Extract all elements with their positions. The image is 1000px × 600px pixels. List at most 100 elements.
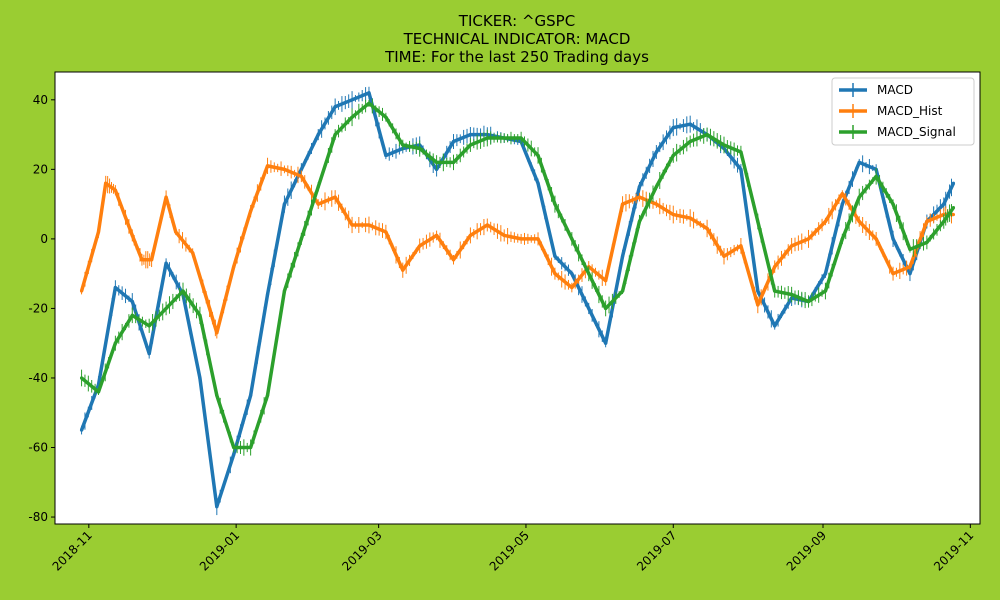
chart-title-time: TIME: For the last 250 Trading days [384,48,649,66]
data-point [951,181,956,185]
chart-title-indicator: TECHNICAL INDICATOR: MACD [403,30,631,48]
data-point [113,188,117,192]
data-point [265,393,270,397]
data-point [232,452,236,457]
data-point [249,209,253,213]
data-point [620,289,625,293]
data-point [265,292,270,297]
data-point [688,139,692,144]
data-point [299,167,303,171]
data-point [147,352,151,356]
x-axis: 2018-11 2019-01 2019-03 2019-05 2019-07 2019-… [50,524,976,574]
data-point [198,313,202,317]
data-point [739,150,743,154]
data-point [908,272,912,276]
legend-label: MACD_Signal [877,125,956,139]
data-point [773,265,777,269]
data-point [519,136,523,140]
series-layer [79,86,956,516]
data-point [164,195,168,199]
data-point [536,237,540,241]
data-point [232,445,236,450]
data-point [401,268,405,272]
legend-entry: MACD [839,83,913,97]
data-point [130,233,134,238]
legend-label: MACD [877,83,913,97]
data-point [908,265,912,269]
data-point [96,230,101,234]
data-point [174,230,178,234]
data-point [207,306,212,311]
data-point [282,202,287,206]
data-point [874,174,878,178]
data-point [570,285,574,290]
data-point [468,143,473,147]
data-point [637,185,642,189]
data-point [451,139,456,144]
data-point [756,289,760,293]
data-point [857,195,861,199]
series-macd [79,86,956,516]
data-point [519,237,523,241]
data-point [722,143,726,147]
data-point [333,195,337,199]
data-point [942,219,946,224]
data-point [384,115,388,119]
data-point [951,212,956,217]
data-point [604,341,608,345]
data-point [756,219,760,224]
data-point [790,292,794,297]
x-tick-label: 2019-03 [339,528,384,573]
data-point [468,132,473,137]
data-point [367,101,371,105]
data-point [485,223,489,227]
x-tick-label: 2019-05 [487,528,532,573]
data-point [96,390,101,394]
y-tick-label: -80 [28,510,48,524]
data-point [150,258,154,262]
data-point [384,230,388,234]
data-point [739,244,743,248]
legend-entry: MACD_Signal [839,125,956,139]
data-point [79,376,84,380]
data-point [790,244,794,248]
y-tick-label: 20 [33,162,48,176]
plot-frame [54,71,981,525]
data-point [316,185,320,189]
data-point [147,324,151,328]
data-point [806,299,811,304]
data-point [140,258,144,262]
data-point [637,219,642,224]
data-point [434,233,439,238]
data-point [654,202,658,206]
data-point [451,160,456,164]
x-tick-label: 2019-01 [197,528,242,573]
data-point [384,153,388,158]
data-point [925,219,929,224]
data-point [553,254,557,258]
data-point [671,212,675,217]
data-point [502,233,506,238]
data-point [823,272,828,276]
data-point [823,289,828,293]
data-point [232,265,236,269]
data-point [823,219,828,224]
data-point [705,132,709,137]
data-point [688,216,692,220]
data-point [671,126,675,130]
data-point [570,272,574,276]
data-point [587,306,591,311]
data-point [840,192,844,196]
data-point [181,289,185,293]
y-tick-label: -60 [28,441,48,455]
data-point [536,153,540,158]
data-point [654,185,658,189]
data-point [418,244,422,248]
data-point [316,202,320,206]
data-point [249,393,253,397]
data-point [485,136,489,140]
y-tick-label: 0 [40,232,48,246]
data-point [857,219,861,224]
data-point [130,299,134,304]
